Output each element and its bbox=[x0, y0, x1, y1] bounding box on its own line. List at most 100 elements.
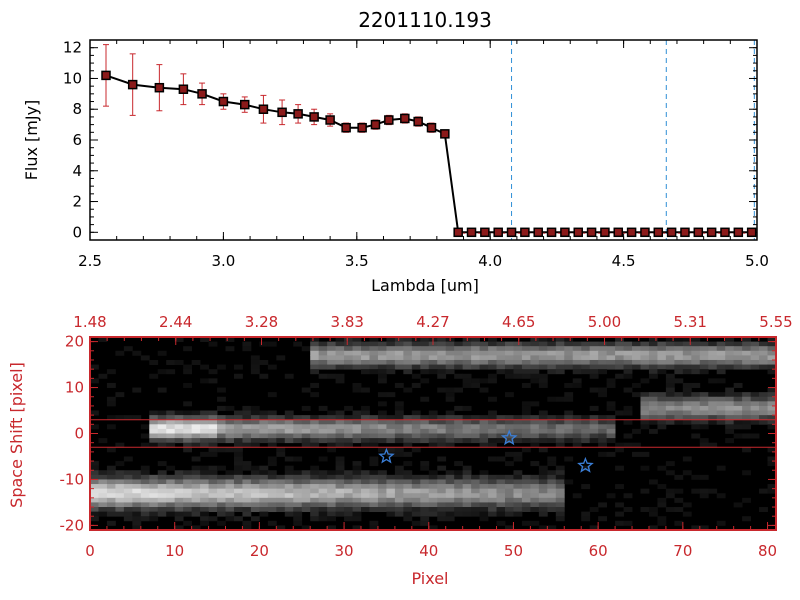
heatmap-cell bbox=[200, 520, 209, 526]
heatmap-cell bbox=[598, 355, 608, 361]
heatmap-cell bbox=[691, 405, 701, 411]
heatmap-cell bbox=[606, 355, 616, 361]
heatmap-cell bbox=[496, 474, 506, 480]
heatmap-cell bbox=[479, 502, 489, 508]
heatmap-cell bbox=[225, 346, 235, 352]
heatmap-cell bbox=[682, 419, 692, 425]
heatmap-cell bbox=[471, 424, 480, 430]
heatmap-cell bbox=[674, 497, 684, 503]
heatmap-top-tick-label: 5.00 bbox=[588, 313, 621, 331]
heatmap-cell bbox=[403, 479, 413, 485]
heatmap-cell bbox=[301, 424, 311, 430]
heatmap-cell bbox=[454, 507, 464, 513]
heatmap-cell bbox=[344, 497, 353, 503]
heatmap-cell bbox=[200, 484, 209, 490]
heatmap-cell bbox=[445, 493, 455, 499]
heatmap-cell bbox=[327, 410, 337, 416]
heatmap-cell bbox=[191, 502, 201, 508]
heatmap-cell bbox=[394, 355, 404, 361]
heatmap-cell bbox=[377, 419, 387, 425]
heatmap-cell bbox=[377, 424, 387, 430]
heatmap-cell bbox=[361, 369, 370, 375]
heatmap-cell bbox=[725, 419, 735, 425]
heatmap-cell bbox=[504, 484, 514, 490]
heatmap-cell bbox=[445, 419, 455, 425]
heatmap-cell bbox=[200, 465, 209, 471]
heatmap-cell bbox=[344, 516, 353, 522]
heatmap-cell bbox=[361, 488, 370, 494]
spatial-heatmap-chart: 0 10 20 30 40 50 60 70 801.48 2.44 3.28 3.83 4.27 4.6… bbox=[7, 313, 793, 588]
heatmap-cell bbox=[496, 341, 506, 347]
heatmap-cell bbox=[259, 465, 269, 471]
heatmap-cell bbox=[530, 355, 540, 361]
heatmap-cell bbox=[267, 438, 277, 444]
heatmap-cell bbox=[699, 493, 709, 499]
heatmap-cell bbox=[352, 387, 362, 393]
heatmap-x-tick-label: 0 bbox=[85, 542, 95, 560]
heatmap-cell bbox=[581, 415, 591, 421]
heatmap-cell bbox=[149, 497, 159, 503]
heatmap-cell bbox=[581, 511, 591, 517]
heatmap-cell bbox=[335, 461, 345, 467]
heatmap-cell bbox=[90, 378, 99, 384]
heatmap-cell bbox=[394, 497, 404, 503]
heatmap-cell bbox=[598, 364, 608, 370]
heatmap-cell bbox=[267, 520, 277, 526]
heatmap-cell bbox=[547, 337, 557, 342]
heatmap-cell bbox=[242, 461, 252, 467]
data-point bbox=[239, 99, 250, 110]
heatmap-cell bbox=[767, 350, 777, 356]
heatmap-cell bbox=[615, 359, 624, 365]
heatmap-cell bbox=[200, 516, 209, 522]
heatmap-cell bbox=[352, 350, 362, 356]
heatmap-cell bbox=[725, 355, 735, 361]
heatmap-cell bbox=[691, 369, 701, 375]
heatmap-cell bbox=[767, 419, 777, 425]
heatmap-y-axis-label: Space Shift [pixel] bbox=[7, 362, 26, 508]
heatmap-cell bbox=[301, 433, 311, 439]
heatmap-cell bbox=[98, 373, 108, 379]
heatmap-cell bbox=[361, 493, 370, 499]
heatmap-cell bbox=[377, 433, 387, 439]
heatmap-cell bbox=[708, 396, 718, 402]
heatmap-cell bbox=[361, 346, 370, 352]
heatmap-cell bbox=[699, 488, 709, 494]
heatmap-cell bbox=[361, 438, 370, 444]
heatmap-cell bbox=[284, 488, 294, 494]
heatmap-cell bbox=[462, 502, 472, 508]
heatmap-cell bbox=[572, 493, 582, 499]
heatmap-x-tick-label: 50 bbox=[504, 542, 523, 560]
heatmap-cell bbox=[318, 484, 328, 490]
heatmap-cell bbox=[428, 364, 438, 370]
heatmap-cell bbox=[648, 401, 658, 407]
heatmap-cell bbox=[191, 428, 201, 434]
heatmap-cell bbox=[682, 401, 692, 407]
heatmap-cell bbox=[496, 350, 506, 356]
heatmap-cell bbox=[157, 415, 167, 421]
heatmap-cell bbox=[191, 488, 201, 494]
heatmap-cell bbox=[445, 433, 455, 439]
heatmap-cell bbox=[149, 428, 159, 434]
heatmap-cell bbox=[657, 355, 667, 361]
data-point bbox=[325, 115, 335, 125]
heatmap-cell bbox=[437, 507, 447, 513]
heatmap-cell bbox=[462, 470, 472, 476]
heatmap-cell bbox=[98, 511, 108, 517]
heatmap-cell bbox=[217, 484, 226, 490]
heatmap-cell bbox=[640, 488, 650, 494]
heatmap-cell bbox=[106, 470, 116, 476]
heatmap-cell bbox=[488, 479, 497, 485]
heatmap-cell bbox=[674, 405, 684, 411]
heatmap-cell bbox=[250, 428, 260, 434]
heatmap-cell bbox=[157, 433, 167, 439]
heatmap-cell bbox=[623, 520, 633, 526]
heatmap-cell bbox=[191, 511, 201, 517]
heatmap-cell bbox=[589, 387, 599, 393]
data-point bbox=[520, 227, 530, 238]
heatmap-cell bbox=[369, 419, 379, 425]
heatmap-cell bbox=[538, 424, 548, 430]
heatmap-cell bbox=[581, 359, 591, 365]
heatmap-cell bbox=[538, 373, 548, 379]
heatmap-cell bbox=[411, 415, 421, 421]
heatmap-cell bbox=[665, 341, 675, 347]
